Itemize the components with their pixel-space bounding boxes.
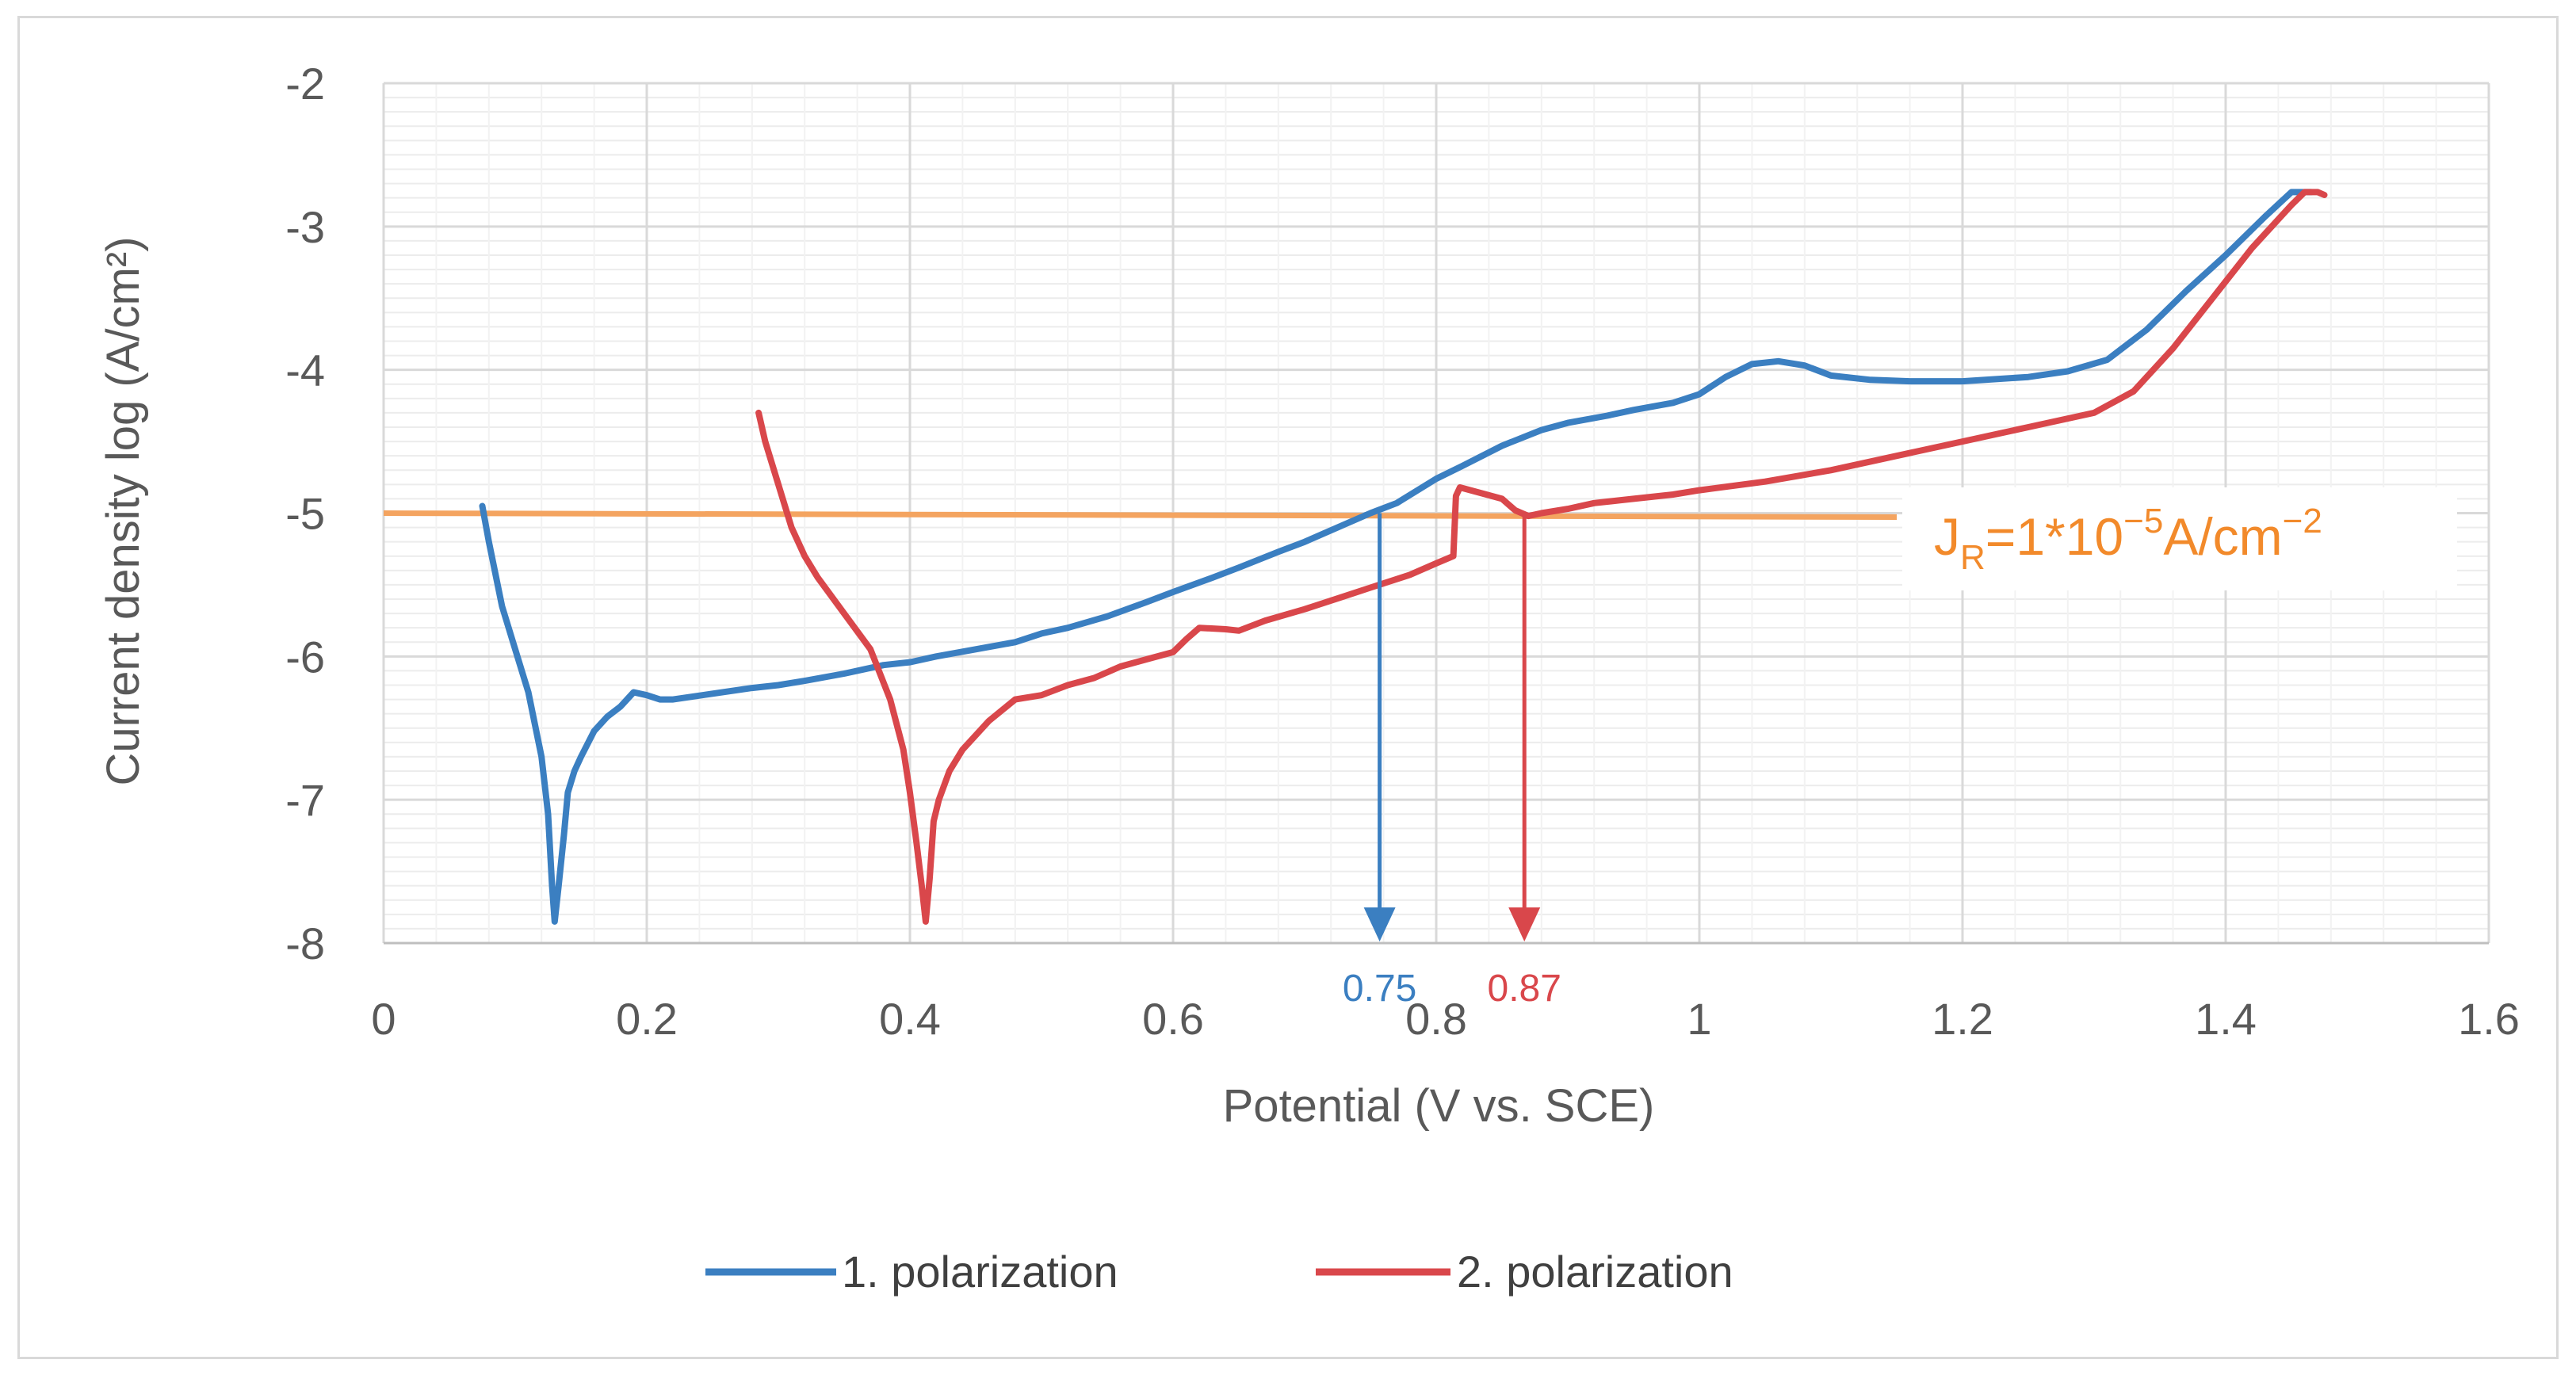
annotation-arrowhead-1 xyxy=(1363,907,1396,941)
x-tick-label: 0.4 xyxy=(879,994,941,1044)
x-tick-label: 1.2 xyxy=(1932,994,1993,1044)
y-axis-label: Current density log (A/cm²) xyxy=(97,237,149,786)
annotation-group: 0.75 0.87 xyxy=(1343,513,1561,1010)
series-line-1 xyxy=(479,189,2314,925)
reference-label-box: JR=1*10−5A/cm−2 xyxy=(1902,487,2457,590)
x-tick-label: 1.6 xyxy=(2458,994,2520,1044)
reference-line-label: JR=1*10−5A/cm−2 xyxy=(1934,502,2322,577)
x-axis-label: Potential (V vs. SCE) xyxy=(1223,1080,1655,1132)
y-tick-label: -6 xyxy=(285,632,325,682)
reference-line-group xyxy=(383,510,1898,520)
legend-label-series-1: 1. polarization xyxy=(842,1247,1118,1297)
series-line-2 xyxy=(755,189,2328,925)
x-tick-label: 0.8 xyxy=(1405,994,1467,1044)
axes: -2 -3 -4 -5 -6 -7 -8 0 0.2 0.4 0.6 0.8 1 1.2 1.4 1.6 xyxy=(285,59,2520,1044)
y-tick-label: -4 xyxy=(285,346,325,395)
y-tick-label: -8 xyxy=(285,919,325,968)
x-tick-label: 0.2 xyxy=(616,994,678,1044)
x-tick-label: 0 xyxy=(371,994,396,1044)
x-tick-label: 1 xyxy=(1687,994,1711,1044)
series-group xyxy=(479,189,2328,925)
legend: 1. polarization 2. polarization xyxy=(705,1247,1733,1297)
x-tick-label: 1.4 xyxy=(2195,994,2257,1044)
y-tick-label: -2 xyxy=(285,59,325,109)
reference-line xyxy=(383,510,1898,520)
annotation-label-1: 0.75 xyxy=(1343,968,1416,1010)
x-tick-label: 0.6 xyxy=(1142,994,1204,1044)
annotation-arrowhead-2 xyxy=(1508,907,1541,941)
annotation-label-2: 0.87 xyxy=(1488,968,1561,1010)
y-tick-label: -5 xyxy=(285,489,325,539)
legend-label-series-2: 2. polarization xyxy=(1457,1247,1733,1297)
chart-frame xyxy=(17,16,2559,1359)
y-tick-label: -3 xyxy=(285,202,325,252)
y-tick-label: -7 xyxy=(285,775,325,825)
